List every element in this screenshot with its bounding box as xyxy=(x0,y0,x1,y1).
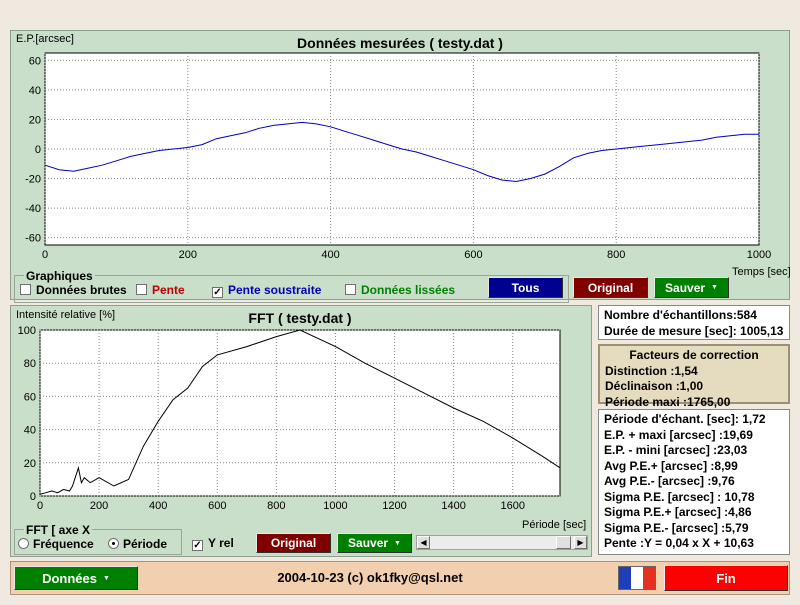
yrel-option[interactable]: ✓ Y rel xyxy=(192,536,234,551)
chevron-down-icon: ▼ xyxy=(711,284,718,291)
chevron-down-icon: ▼ xyxy=(102,574,110,582)
original-fft-button[interactable]: Original xyxy=(256,533,331,553)
sauver-top-button[interactable]: Sauver ▼ xyxy=(654,277,729,298)
fft-chart-ylabel: Intensité relative [%] xyxy=(16,309,116,321)
fft-scrollbar[interactable]: ◀ ▶ xyxy=(416,535,588,550)
duree-text: Durée de mesure [sec]: 1005,13 xyxy=(604,323,784,338)
pente-soustraite-checkbox[interactable]: ✓ xyxy=(212,287,223,298)
fft-chart-xtick-label: 0 xyxy=(37,500,43,512)
fft-chart-xtick-label: 400 xyxy=(149,500,167,512)
fft-chart-xtick-label: 1600 xyxy=(500,500,524,512)
top-chart-xtick-label: 800 xyxy=(607,249,625,261)
chevron-down-icon: ▼ xyxy=(394,539,401,547)
top-chart-ytick-label: 0 xyxy=(35,144,41,156)
fft-chart-xtick-label: 1000 xyxy=(323,500,347,512)
graphiques-title: Graphiques xyxy=(24,269,95,283)
stats-box-errors: Période d'échant. [sec]: 1,72 E.P. + max… xyxy=(598,409,790,555)
copyright-text: 2004-10-23 (c) ok1fky@qsl.net xyxy=(277,570,463,585)
fft-chart: 0 200 400 600 800 1000 1200 1400 160010080604020… xyxy=(18,325,561,512)
top-chart-xtick-label: 600 xyxy=(464,249,482,261)
top-chart-xtick-label: 0 xyxy=(42,249,48,261)
stat-line: Sigma P.E.+ [arcsec] :4,86 xyxy=(604,505,752,519)
fft-chart-ytick-label: 20 xyxy=(24,458,36,470)
fft-axis-title: FFT [ axe X xyxy=(24,523,93,537)
stat-line: Avg P.E.+ [arcsec] :8,99 xyxy=(604,458,738,473)
donnees-button[interactable]: Données ▼ xyxy=(14,566,138,590)
fft-chart-xlabel: Période [sec] xyxy=(522,519,587,531)
stat-line: Avg P.E.- [arcsec] :9,76 xyxy=(604,474,735,488)
donnees-brutes-checkbox[interactable] xyxy=(20,284,31,295)
fft-chart-ytick-label: 80 xyxy=(24,358,36,370)
top-chart-xtick-label: 400 xyxy=(321,249,339,261)
stats-box-samples: Nombre d'échantillons:584 Durée de mesur… xyxy=(598,305,790,340)
fft-chart-xtick-label: 600 xyxy=(208,500,226,512)
stat-line: Sigma P.E. [arcsec] : 10,78 xyxy=(604,489,755,504)
top-chart-ytick-label: 20 xyxy=(29,114,41,126)
stat-line: E.P. - mini [arcsec] :23,03 xyxy=(604,443,748,457)
top-chart-ytick-label: -20 xyxy=(25,174,41,186)
fft-chart-xtick-label: 1400 xyxy=(441,500,465,512)
top-chart-series-line xyxy=(44,121,759,183)
periode-maxi-text: Période maxi :1765,00 xyxy=(605,394,731,409)
periode-option[interactable]: Période xyxy=(108,537,167,551)
distinction-text: Distinction :1,54 xyxy=(605,363,698,378)
fft-chart-series-line xyxy=(39,329,561,495)
scroll-right-button[interactable]: ▶ xyxy=(574,536,587,549)
declinaison-text: Déclinaison :1,00 xyxy=(605,379,704,393)
top-chart-ytick-label: 60 xyxy=(29,55,41,67)
fft-axis-group xyxy=(14,529,182,555)
french-flag-icon[interactable] xyxy=(618,566,656,590)
top-chart-ylabel: E.P.[arcsec] xyxy=(16,33,74,45)
top-chart-xlabel: Temps [sec] xyxy=(732,266,791,278)
graphiques-group xyxy=(14,275,569,303)
tous-button[interactable]: Tous xyxy=(488,277,563,298)
periode-radio[interactable] xyxy=(108,538,119,549)
stat-line: E.P. + maxi [arcsec] :19,69 xyxy=(604,427,753,442)
option-pente-soustraite[interactable]: ✓ Pente soustraite xyxy=(212,283,322,298)
top-chart-ytick-label: 40 xyxy=(29,85,41,97)
stat-line: Sigma P.E.- [arcsec] :5,79 xyxy=(604,520,749,535)
footer-bar xyxy=(10,561,790,595)
top-chart-ytick-label: -40 xyxy=(25,203,41,215)
fft-chart-title: FFT ( testy.dat ) xyxy=(248,310,352,326)
top-chart-title: Données mesurées ( testy.dat ) xyxy=(297,35,503,51)
pente-checkbox[interactable] xyxy=(136,284,147,295)
yrel-checkbox[interactable]: ✓ xyxy=(192,540,203,551)
sauver-fft-button[interactable]: Sauver ▼ xyxy=(337,533,412,553)
stat-line: Pente :Y = 0,04 x X + 10,63 xyxy=(604,536,754,550)
top-chart-xtick-label: 1000 xyxy=(747,249,771,261)
top-chart-ytick-label: -60 xyxy=(25,233,41,245)
correction-title: Facteurs de correction xyxy=(629,348,759,362)
fft-chart-plot-area xyxy=(39,329,561,497)
fft-chart-ytick-label: 40 xyxy=(24,425,36,437)
stats-box-correction: Facteurs de correction Distinction :1,54… xyxy=(598,344,790,409)
scroll-thumb[interactable] xyxy=(556,536,571,549)
scroll-left-button[interactable]: ◀ xyxy=(417,536,430,549)
fft-chart-xtick-label: 1200 xyxy=(382,500,406,512)
original-top-button[interactable]: Original xyxy=(573,277,648,298)
fft-chart-ytick-label: 0 xyxy=(30,491,36,503)
donnees-lissees-checkbox[interactable] xyxy=(345,284,356,295)
option-donnees-lissees[interactable]: Données lissées xyxy=(345,283,455,297)
arrow-right-icon: ▶ xyxy=(577,538,584,547)
option-pente[interactable]: Pente xyxy=(136,283,185,297)
fin-button[interactable]: Fin xyxy=(664,565,788,591)
fft-chart-ytick-label: 60 xyxy=(24,391,36,403)
top-chart-xtick-label: 200 xyxy=(179,249,197,261)
fft-chart-ytick-label: 100 xyxy=(18,325,36,337)
frequence-option[interactable]: Fréquence xyxy=(18,537,94,551)
stat-line: Période d'échant. [sec]: 1,72 xyxy=(604,412,766,426)
arrow-left-icon: ◀ xyxy=(420,538,427,547)
frequence-radio[interactable] xyxy=(18,538,29,549)
fft-chart-xtick-label: 800 xyxy=(267,500,285,512)
echantillons-text: Nombre d'échantillons:584 xyxy=(604,308,757,322)
fft-chart-xtick-label: 200 xyxy=(90,500,108,512)
option-donnees-brutes[interactable]: Données brutes xyxy=(20,283,127,297)
